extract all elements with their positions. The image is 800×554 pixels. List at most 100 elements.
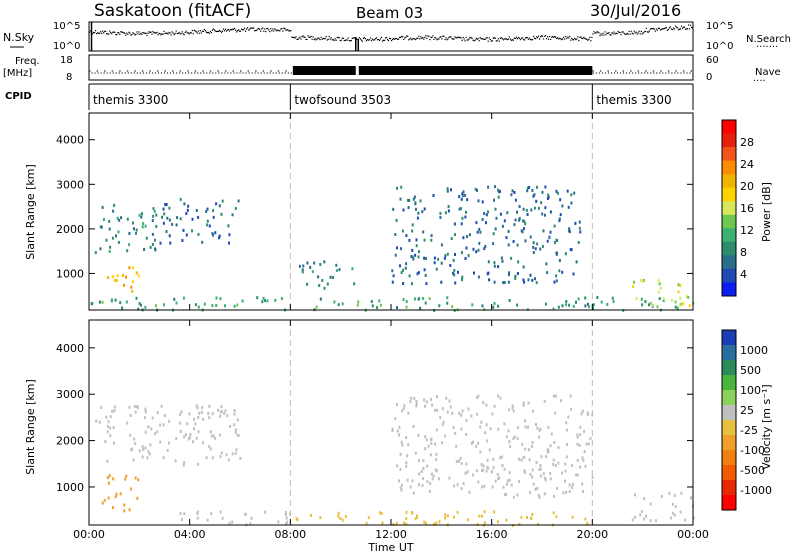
noise-sample	[205, 31, 207, 33]
noise-sample	[684, 28, 687, 30]
noise-sample	[532, 35, 535, 37]
nave-dot	[598, 72, 601, 74]
noise-sample	[505, 38, 507, 40]
noise-sample	[145, 32, 147, 34]
noise-sample	[279, 30, 281, 32]
nave-dot	[248, 72, 250, 74]
noise-sample	[124, 32, 126, 34]
cpid-label: CPID	[5, 91, 32, 102]
noise-sample	[248, 29, 250, 31]
noise-sample	[380, 36, 383, 38]
noise-sample	[502, 39, 504, 41]
velocity-colorbar-label: Velocity [m s⁻¹]	[760, 384, 773, 469]
noise-sample	[500, 37, 502, 39]
noise-sample	[129, 32, 131, 34]
noise-sample	[199, 30, 201, 32]
noise-sample	[236, 31, 238, 33]
noise-sample	[461, 39, 463, 41]
noise-sample	[429, 39, 431, 41]
noise-sample	[330, 37, 332, 39]
noise-sample	[270, 28, 272, 30]
noise-sample	[480, 38, 482, 40]
noise-sample	[668, 27, 670, 29]
noise-sample	[681, 27, 684, 29]
noise-sample	[433, 38, 435, 40]
noise-sample	[324, 37, 326, 40]
noise-sample	[489, 39, 491, 41]
velocity-colorbar: 1000 500 100 25 -25 -100 -500 -1000	[721, 329, 772, 511]
noise-sample	[317, 37, 319, 39]
noise-sample	[445, 37, 447, 39]
nave-dot	[677, 72, 679, 74]
noise-sample	[422, 37, 424, 39]
nave-dot	[644, 72, 646, 74]
noise-sample	[645, 27, 647, 29]
colorbar-swatch	[722, 228, 736, 243]
noise-sample	[254, 30, 256, 32]
noise-sample	[509, 38, 511, 40]
noise-sample	[338, 37, 340, 39]
noise-sample	[462, 36, 464, 38]
noise-sample	[499, 37, 501, 40]
noise-sample	[290, 30, 292, 32]
noise-sample	[305, 38, 307, 40]
nave-dot	[206, 72, 208, 74]
noise-sample	[617, 30, 619, 32]
nave-dot	[686, 72, 688, 74]
noise-sample	[533, 37, 536, 39]
noise-sample	[589, 36, 591, 38]
nave-dot	[197, 72, 199, 74]
cpid-segment-label: themis 3300	[93, 93, 168, 107]
noise-sample	[579, 36, 581, 38]
noise-sample	[555, 36, 557, 38]
noise-sample	[367, 39, 369, 41]
xtick-label: 08:00	[274, 528, 306, 541]
colorbar-tick-label: 20	[740, 180, 754, 193]
noise-sample	[146, 34, 148, 36]
noise-sample	[327, 38, 329, 40]
noise-sample	[366, 39, 368, 41]
noise-sample	[677, 29, 680, 31]
noise-sample	[595, 32, 597, 34]
noise-sample	[556, 38, 558, 40]
noise-sample	[162, 33, 164, 35]
noise-sample	[633, 30, 635, 32]
nave-dot	[139, 72, 141, 74]
noise-sample	[602, 32, 604, 34]
noise-sample	[397, 38, 399, 40]
noise-sample	[488, 37, 490, 39]
noise-sample	[298, 37, 300, 39]
noise-sample	[655, 28, 657, 30]
noise-sample	[621, 31, 623, 33]
noise-sample	[669, 26, 671, 28]
noise-sample	[308, 36, 310, 38]
noise-sample	[438, 38, 440, 40]
noise-sample	[323, 38, 325, 40]
noise-sample	[566, 37, 568, 40]
nave-dot	[671, 72, 673, 74]
nave-dot	[278, 72, 280, 74]
noise-sample	[507, 38, 509, 40]
noise-sample	[139, 33, 141, 35]
power-ylabel: Slant Range [km]	[24, 164, 37, 260]
noise-sample	[382, 39, 385, 41]
noise-sample	[306, 38, 308, 41]
noise-sample	[182, 33, 184, 35]
noise-sample	[160, 34, 162, 36]
noise-sample	[459, 36, 461, 38]
noise-sample	[666, 29, 668, 31]
colorbar-swatch	[722, 465, 736, 481]
noise-sample	[176, 32, 178, 35]
noise-sample	[273, 30, 275, 32]
noise-sample	[362, 37, 364, 39]
nave-dot	[607, 72, 610, 74]
noise-sample	[683, 26, 686, 28]
noise-sample	[618, 31, 620, 34]
power-colorbar: 28 24 20 16 12 8 4	[721, 119, 754, 297]
noise-sample	[476, 38, 478, 40]
noise-sample	[193, 29, 195, 31]
noise-sample	[334, 38, 336, 40]
noise-sample	[407, 35, 409, 37]
noise-sample	[352, 37, 354, 39]
noise-sample	[316, 38, 318, 40]
